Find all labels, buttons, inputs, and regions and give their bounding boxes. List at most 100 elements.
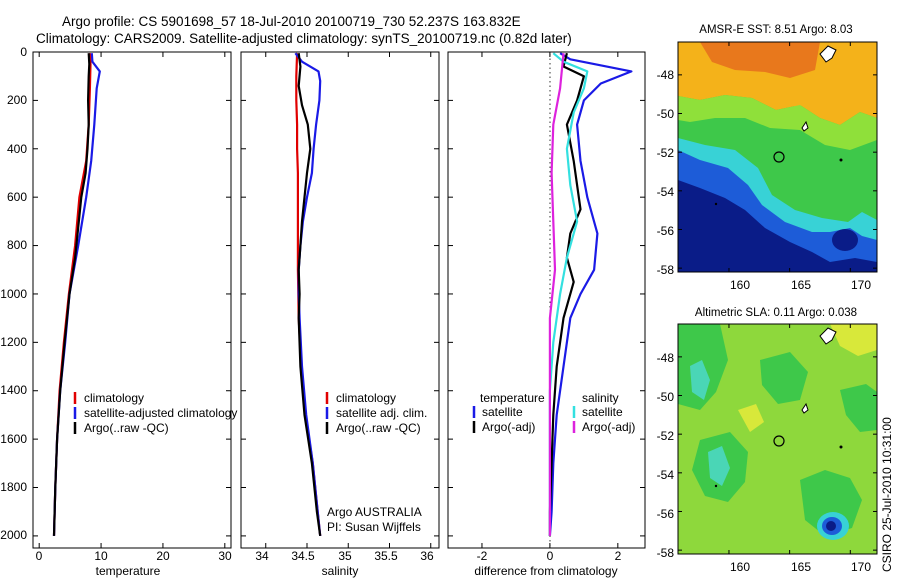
sla-green-patch xyxy=(760,352,808,404)
lat-tick-label: -54 xyxy=(657,185,675,199)
sst-warm-spot xyxy=(782,84,812,108)
x-tick-label: -2 xyxy=(477,549,488,563)
temperature-legend: climatology satellite-adjusted climatolo… xyxy=(73,391,237,435)
x-tick-label: 0 xyxy=(547,549,554,563)
lon-tick-label: 170 xyxy=(851,560,871,574)
legend-entry: satellite xyxy=(582,405,623,419)
y-tick-label: 1200 xyxy=(0,335,27,349)
legend-entry: Argo(-adj) xyxy=(582,420,635,434)
salinity-x-axis-label: salinity xyxy=(322,564,359,578)
difference-plot-frame xyxy=(447,51,646,549)
difference-x-ticks: -2 0 2 xyxy=(477,549,622,563)
sla-yellow-patch xyxy=(830,324,877,356)
island-icon xyxy=(819,45,837,63)
lon-tick-label: 165 xyxy=(791,560,811,574)
y-tick-label: 0 xyxy=(20,45,27,59)
title-line-2: Climatology: CARS2009. Satellite-adjuste… xyxy=(36,31,572,46)
sla-yellow-patch xyxy=(738,404,764,432)
x-tick-label: 34.5 xyxy=(291,549,315,563)
sst-map-title: AMSR-E SST: 8.51 Argo: 8.03 xyxy=(699,24,852,36)
lat-tick-label: -56 xyxy=(657,507,675,521)
x-tick-label: 34 xyxy=(255,549,269,563)
sst-lime-band xyxy=(678,95,877,150)
argo-program-annotation: Argo AUSTRALIA xyxy=(327,505,422,519)
profile-location-marker xyxy=(773,151,785,163)
x-tick-label: 36 xyxy=(420,549,434,563)
x-tick-label: 2 xyxy=(615,549,622,563)
sla-tick-marks xyxy=(678,324,877,554)
difference-x-axis-label: difference from climatology xyxy=(474,564,617,578)
sst-field xyxy=(678,42,877,272)
lon-tick-label: 160 xyxy=(730,560,750,574)
difference-panel: -2 0 2 difference from climatology tempe… xyxy=(447,51,646,578)
salinity-series xyxy=(294,52,322,537)
sst-hot-region xyxy=(700,42,820,78)
series-line-temperature-argo-adj xyxy=(548,52,585,536)
island-icon xyxy=(819,327,837,345)
lat-tick-label: -58 xyxy=(657,546,675,560)
lat-tick-label: -52 xyxy=(657,429,675,443)
y-tick-label: 200 xyxy=(7,93,27,107)
x-tick-label: 0 xyxy=(36,549,43,563)
temperature-panel: 0 200 400 600 800 1000 1200 1400 1600 18… xyxy=(0,45,237,578)
legend-heading-temperature: temperature xyxy=(480,391,545,405)
sla-green-patch xyxy=(840,384,877,432)
legend-entry: Argo(-adj) xyxy=(482,420,535,434)
y-tick-label: 400 xyxy=(7,142,27,156)
y-tick-label: 2000 xyxy=(0,528,27,542)
legend-entry: satellite xyxy=(482,405,523,419)
temperature-x-ticks: 0 10 20 30 xyxy=(36,549,232,563)
sla-map-frame xyxy=(677,323,878,555)
x-tick-label: 35 xyxy=(338,549,352,563)
temperature-series xyxy=(52,53,101,536)
lat-tick-label: -56 xyxy=(657,224,675,238)
sla-field xyxy=(678,324,877,554)
sst-cold-eddy xyxy=(832,229,858,251)
sla-cyan-patch xyxy=(708,446,730,486)
difference-series xyxy=(548,52,633,536)
x-tick-label: 10 xyxy=(94,549,108,563)
lat-tick-label: -50 xyxy=(657,390,675,404)
series-line-salinity-argo-adj xyxy=(548,53,565,536)
series-line-argo-raw-qc xyxy=(52,53,91,536)
y-tick-label: 1600 xyxy=(0,432,27,446)
sst-map-frame xyxy=(677,41,878,273)
lat-tick-label: -54 xyxy=(657,468,675,482)
lat-tick-label: -52 xyxy=(657,146,675,160)
salinity-x-ticks: 34 34.5 35 35.5 36 xyxy=(255,549,434,563)
profile-location-marker xyxy=(773,435,785,447)
sla-x-ticks: 160 165 170 xyxy=(730,560,871,574)
y-tick-label: 1400 xyxy=(0,383,27,397)
sst-tick-marks xyxy=(678,42,877,272)
temperature-plot-frame xyxy=(32,51,232,549)
sst-y-ticks: -48 -50 -52 -54 -56 -58 xyxy=(657,68,675,277)
island-icon xyxy=(714,484,718,488)
sla-cyan-patch xyxy=(690,360,710,400)
credit-timestamp: CSIRO 25-Jul-2010 10:31:00 xyxy=(880,417,894,572)
legend-entry: satellite-adjusted climatology xyxy=(84,406,237,420)
x-tick-label: 35.5 xyxy=(374,549,398,563)
legend-entry: Argo(..raw -QC) xyxy=(336,421,421,435)
island-icon xyxy=(839,158,843,162)
lon-tick-label: 165 xyxy=(791,278,811,292)
salinity-plot-frame xyxy=(240,51,440,549)
lat-tick-label: -58 xyxy=(657,263,675,277)
sst-cold-region xyxy=(678,180,877,272)
lon-tick-label: 170 xyxy=(851,278,871,292)
y-tick-label: 600 xyxy=(7,190,27,204)
lat-tick-label: -50 xyxy=(657,107,675,121)
title-line-1: Argo profile: CS 5901698_57 18-Jul-2010 … xyxy=(62,14,521,29)
legend-entry: climatology xyxy=(84,391,144,405)
legend-entry: Argo(..raw -QC) xyxy=(84,421,169,435)
lat-tick-label: -48 xyxy=(657,68,675,82)
sla-map-title: Altimetric SLA: 0.11 Argo: 0.038 xyxy=(695,307,857,319)
salinity-panel: 34 34.5 35 35.5 36 salinity climatology … xyxy=(240,51,440,578)
temperature-y-ticks: 0 200 400 600 800 1000 1200 1400 1600 18… xyxy=(0,45,27,542)
lon-tick-label: 160 xyxy=(730,278,750,292)
sst-x-ticks: 160 165 170 xyxy=(730,278,871,292)
sla-y-ticks: -48 -50 -52 -54 -56 -58 xyxy=(657,351,675,560)
legend-heading-salinity: salinity xyxy=(582,391,619,405)
y-tick-label: 1000 xyxy=(0,287,27,301)
salinity-legend: climatology satellite adj. clim. Argo(..… xyxy=(325,391,427,435)
